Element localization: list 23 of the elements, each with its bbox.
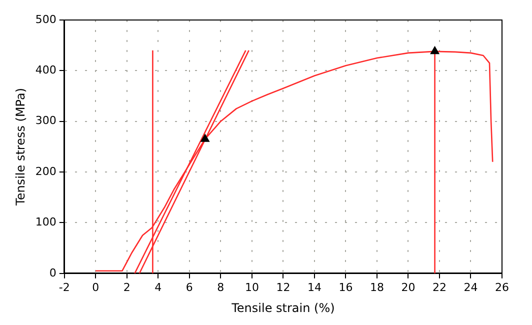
- x-tick-label: 2: [123, 280, 130, 294]
- x-tick-label: 20: [401, 280, 416, 294]
- x-tick-label: 10: [244, 280, 259, 294]
- y-tick-label: 0: [49, 266, 56, 280]
- x-tick-label: 14: [307, 280, 322, 294]
- x-tick-label: 24: [464, 280, 478, 294]
- x-tick-label: 26: [495, 280, 509, 294]
- x-axis-title: Tensile strain (%): [230, 300, 335, 315]
- y-tick-label: 500: [35, 12, 56, 26]
- x-tick-label: 6: [186, 280, 193, 294]
- y-tick-label: 300: [35, 114, 56, 128]
- x-tick-label: -2: [58, 280, 70, 294]
- y-axis-title: Tensile stress (MPa): [13, 88, 28, 206]
- y-tick-label: 100: [35, 216, 56, 229]
- x-tick-label: 12: [276, 280, 290, 294]
- x-tick-label: 4: [154, 280, 162, 294]
- x-tick-label: 0: [92, 280, 100, 294]
- y-tick-label: 200: [35, 164, 56, 178]
- x-tick-label: 16: [338, 280, 353, 294]
- x-tick-label: 18: [370, 280, 384, 294]
- x-tick-label: 8: [217, 280, 224, 294]
- y-tick-label: 400: [35, 64, 56, 77]
- x-tick-label: 22: [432, 280, 446, 294]
